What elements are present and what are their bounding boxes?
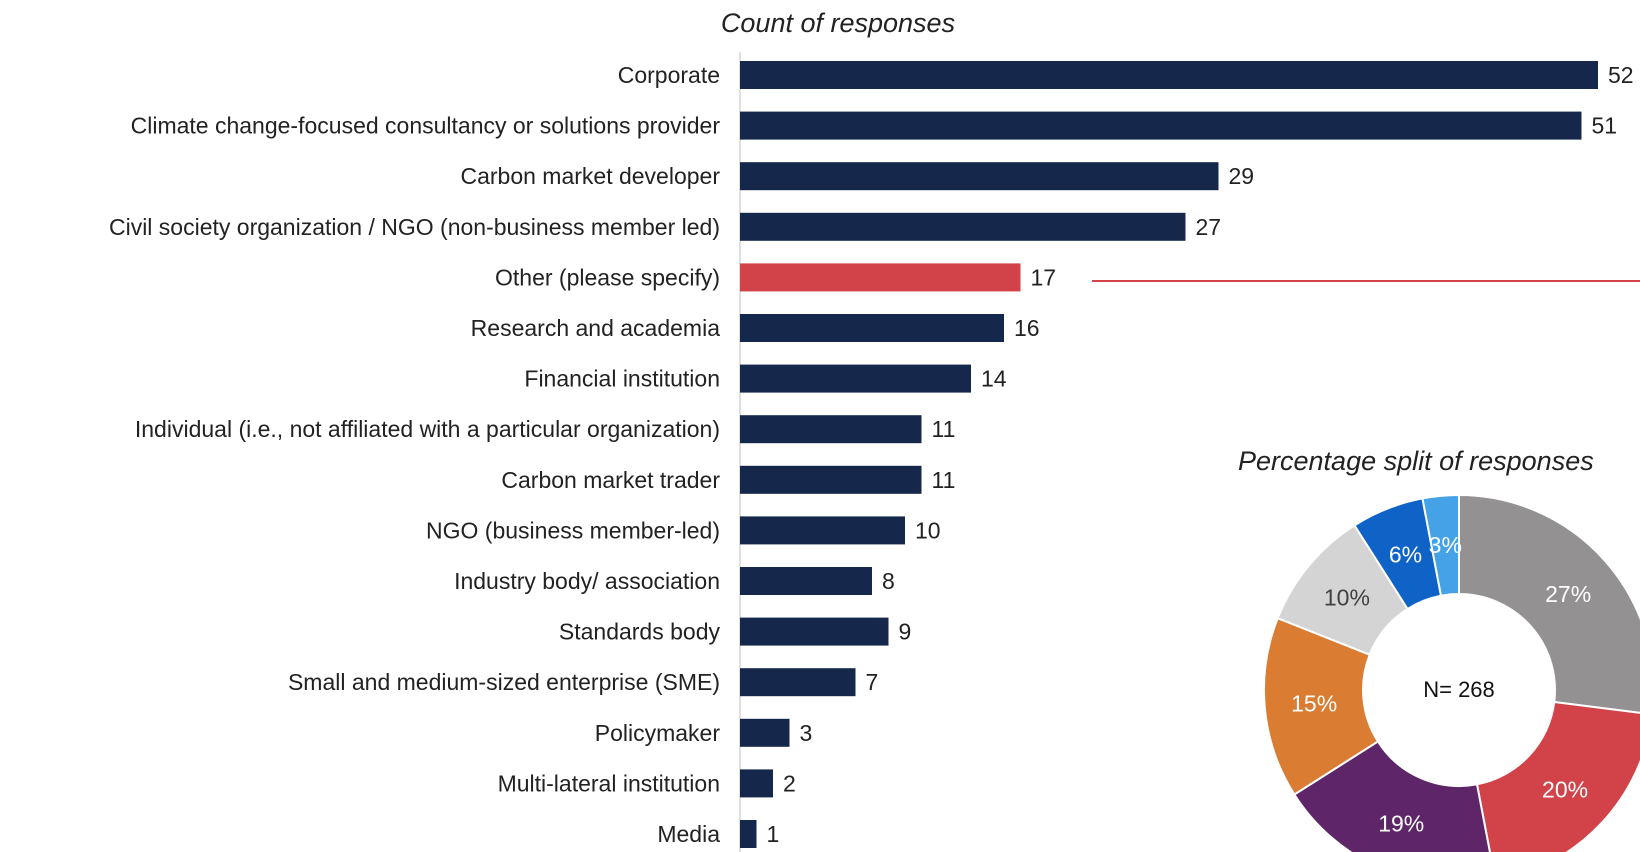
category-label: Media [657,821,720,847]
bar [740,718,790,747]
category-label: Carbon market developer [460,163,720,189]
category-label: Carbon market trader [501,467,720,493]
data-label: 17 [1031,264,1057,290]
bar [740,567,872,595]
slice-label: 3% [1429,532,1462,558]
data-label: 3 [800,720,813,746]
data-label: 9 [899,619,912,645]
data-label: 10 [915,517,941,543]
data-label: 14 [981,366,1007,392]
bar [740,465,922,494]
bar [740,364,971,393]
bar [740,263,1021,292]
data-label: 8 [882,568,895,594]
bar-chart-title: Count of responses [721,8,955,38]
bar [740,617,889,646]
slice-label: 15% [1291,691,1337,717]
bar [740,769,773,798]
category-label: Climate change-focused consultancy or so… [131,113,721,139]
data-label: 1 [767,821,780,847]
category-label: Industry body/ association [454,568,720,594]
category-label: Other (please specify) [495,264,720,290]
category-label: Civil society organization / NGO (non-bu… [109,214,720,240]
category-label: Standards body [559,619,721,645]
bar [740,415,922,444]
donut-chart-title: Percentage split of responses [1238,446,1594,476]
category-label: NGO (business member-led) [426,517,720,543]
data-label: 2 [783,770,796,796]
bar [740,820,757,848]
data-label: 27 [1196,214,1222,240]
data-label: 29 [1229,163,1255,189]
slice-label: 6% [1389,542,1422,568]
category-label: Policymaker [595,720,721,746]
data-label: 11 [932,467,956,493]
data-label: 11 [932,416,956,442]
donut-slice [1421,493,1460,597]
bar [740,668,856,697]
category-label: Multi-lateral institution [498,770,720,796]
bar [740,61,1598,89]
bar [740,111,1582,140]
bar [740,162,1219,191]
donut-slice [1458,493,1640,714]
data-label: 7 [866,669,879,695]
donut-slice [1475,700,1640,852]
data-label: 51 [1592,113,1618,139]
category-label: Individual (i.e., not affiliated with a … [135,416,720,442]
donut-slice [1292,740,1491,852]
donut-chart: 27% 20% 19% 15% 10% 6% 3% [1263,493,1640,852]
slice-label: 20% [1542,777,1588,803]
bar [740,516,905,545]
slice-label: 10% [1324,584,1370,610]
category-label: Research and academia [471,315,721,341]
category-label: Financial institution [524,366,720,392]
category-label: Small and medium-sized enterprise (SME) [288,669,720,695]
category-label: Corporate [618,62,720,88]
slice-label: 19% [1378,811,1424,837]
slice-label: 27% [1545,581,1591,607]
bar [740,212,1186,241]
bar [740,314,1004,342]
data-label: 52 [1608,62,1634,88]
donut-center-label: N= 268 [1423,677,1495,702]
bar-chart: Corporate 52 Climate change-focused consul… [109,52,1634,852]
data-label: 16 [1014,315,1040,341]
